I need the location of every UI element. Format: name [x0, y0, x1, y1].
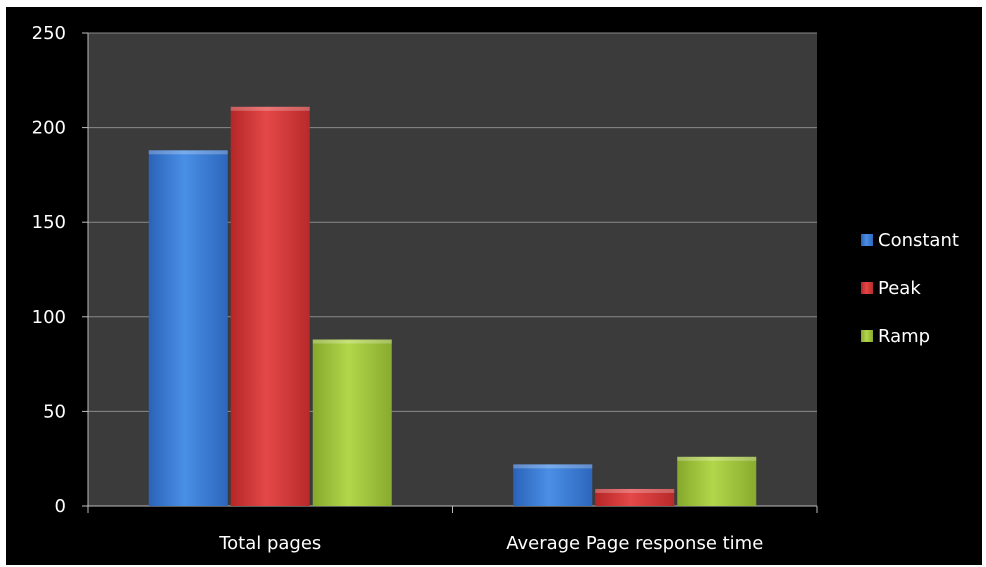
y-tick-label: 200	[32, 118, 66, 139]
bar-highlight	[312, 339, 392, 344]
category-label: Average Page response time	[506, 533, 763, 554]
y-tick-label: 50	[43, 401, 66, 422]
bar-ramp-0	[312, 339, 392, 506]
y-tick-label: 0	[55, 496, 66, 517]
bar-highlight	[513, 464, 593, 469]
bar-constant-0	[148, 150, 228, 506]
bar-highlight	[230, 106, 310, 111]
bar-peak-0	[230, 106, 310, 507]
y-tick-label: 150	[32, 212, 66, 233]
bar-highlight	[595, 488, 675, 493]
category-labels: Total pages Average Page response time	[218, 533, 763, 554]
bars	[148, 106, 757, 507]
legend-label-peak: Peak	[878, 278, 921, 299]
bar-highlight	[677, 456, 757, 461]
bar-peak-1	[595, 488, 675, 506]
legend: Constant Peak Ramp	[861, 230, 959, 347]
tick-labels: 0 50 100 150 200 250	[32, 23, 66, 517]
bar-constant-1	[513, 464, 593, 506]
legend-label-constant: Constant	[878, 230, 959, 251]
y-tick-label: 100	[32, 307, 66, 328]
y-tick-label: 250	[32, 23, 66, 44]
legend-swatch-peak	[861, 282, 873, 294]
legend-label-ramp: Ramp	[878, 326, 930, 347]
bar-highlight	[148, 150, 228, 155]
legend-swatch-constant	[861, 234, 873, 246]
bar-ramp-1	[677, 456, 757, 506]
category-label: Total pages	[218, 533, 321, 554]
legend-swatch-ramp	[861, 330, 873, 342]
